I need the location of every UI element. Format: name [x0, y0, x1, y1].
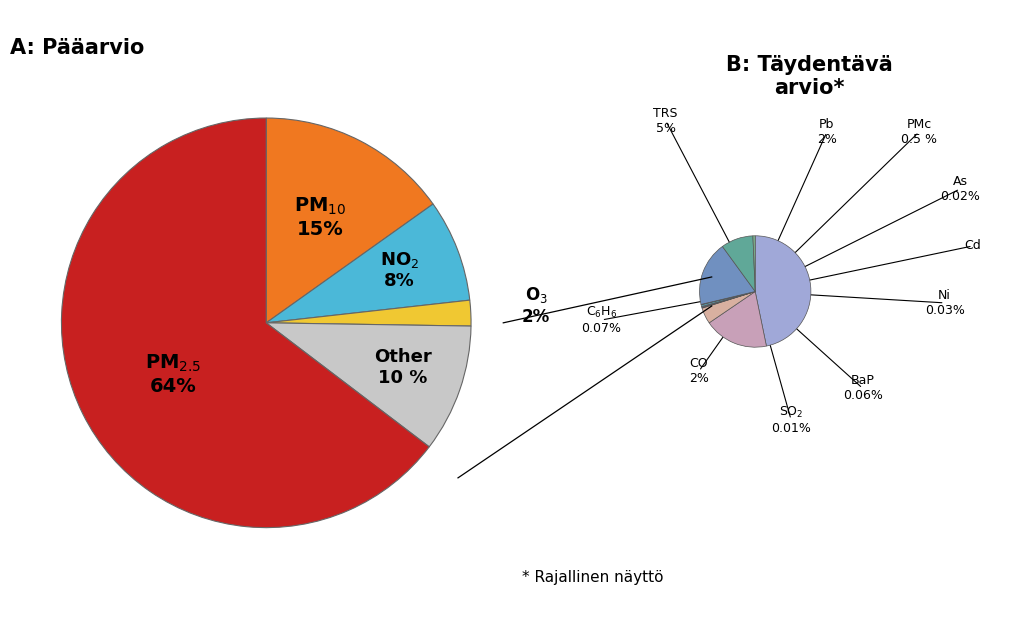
Wedge shape — [266, 118, 433, 323]
Wedge shape — [266, 300, 471, 326]
Wedge shape — [722, 236, 756, 291]
Text: Ni
0.03%: Ni 0.03% — [925, 289, 965, 317]
Text: O$_3$
2%: O$_3$ 2% — [522, 285, 550, 326]
Wedge shape — [710, 291, 766, 348]
Wedge shape — [699, 246, 756, 304]
Text: Other
10 %: Other 10 % — [374, 348, 431, 387]
Text: Cd: Cd — [965, 239, 981, 253]
Text: BaP
0.06%: BaP 0.06% — [843, 374, 883, 403]
Text: B: Täydentävä
arvio*: B: Täydentävä arvio* — [726, 55, 892, 98]
Wedge shape — [701, 291, 756, 304]
Text: C$_6$H$_6$
0.07%: C$_6$H$_6$ 0.07% — [582, 305, 622, 335]
Wedge shape — [266, 323, 471, 447]
Wedge shape — [701, 291, 756, 308]
Wedge shape — [753, 235, 756, 291]
Wedge shape — [702, 291, 756, 323]
Text: PMc
0.5 %: PMc 0.5 % — [901, 118, 937, 146]
Text: PM$_{10}$
15%: PM$_{10}$ 15% — [294, 196, 346, 239]
Wedge shape — [701, 291, 756, 306]
Text: NO$_2$
8%: NO$_2$ 8% — [380, 249, 419, 291]
Text: As
0.02%: As 0.02% — [940, 175, 980, 203]
Text: CO
2%: CO 2% — [689, 357, 709, 385]
Text: TRS
5%: TRS 5% — [653, 106, 678, 135]
Wedge shape — [61, 118, 429, 528]
Wedge shape — [755, 235, 811, 346]
Text: Pb
2%: Pb 2% — [817, 118, 837, 146]
Text: PM$_{2.5}$
64%: PM$_{2.5}$ 64% — [144, 353, 201, 396]
Wedge shape — [266, 204, 470, 323]
Text: A: Pääarvio: A: Pääarvio — [10, 38, 144, 58]
Text: SO$_2$
0.01%: SO$_2$ 0.01% — [771, 404, 811, 435]
Text: * Rajallinen näyttö: * Rajallinen näyttö — [522, 570, 664, 585]
Wedge shape — [701, 291, 756, 308]
